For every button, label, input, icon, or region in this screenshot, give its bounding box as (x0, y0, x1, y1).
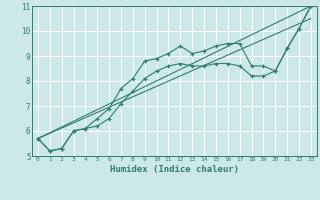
X-axis label: Humidex (Indice chaleur): Humidex (Indice chaleur) (110, 165, 239, 174)
